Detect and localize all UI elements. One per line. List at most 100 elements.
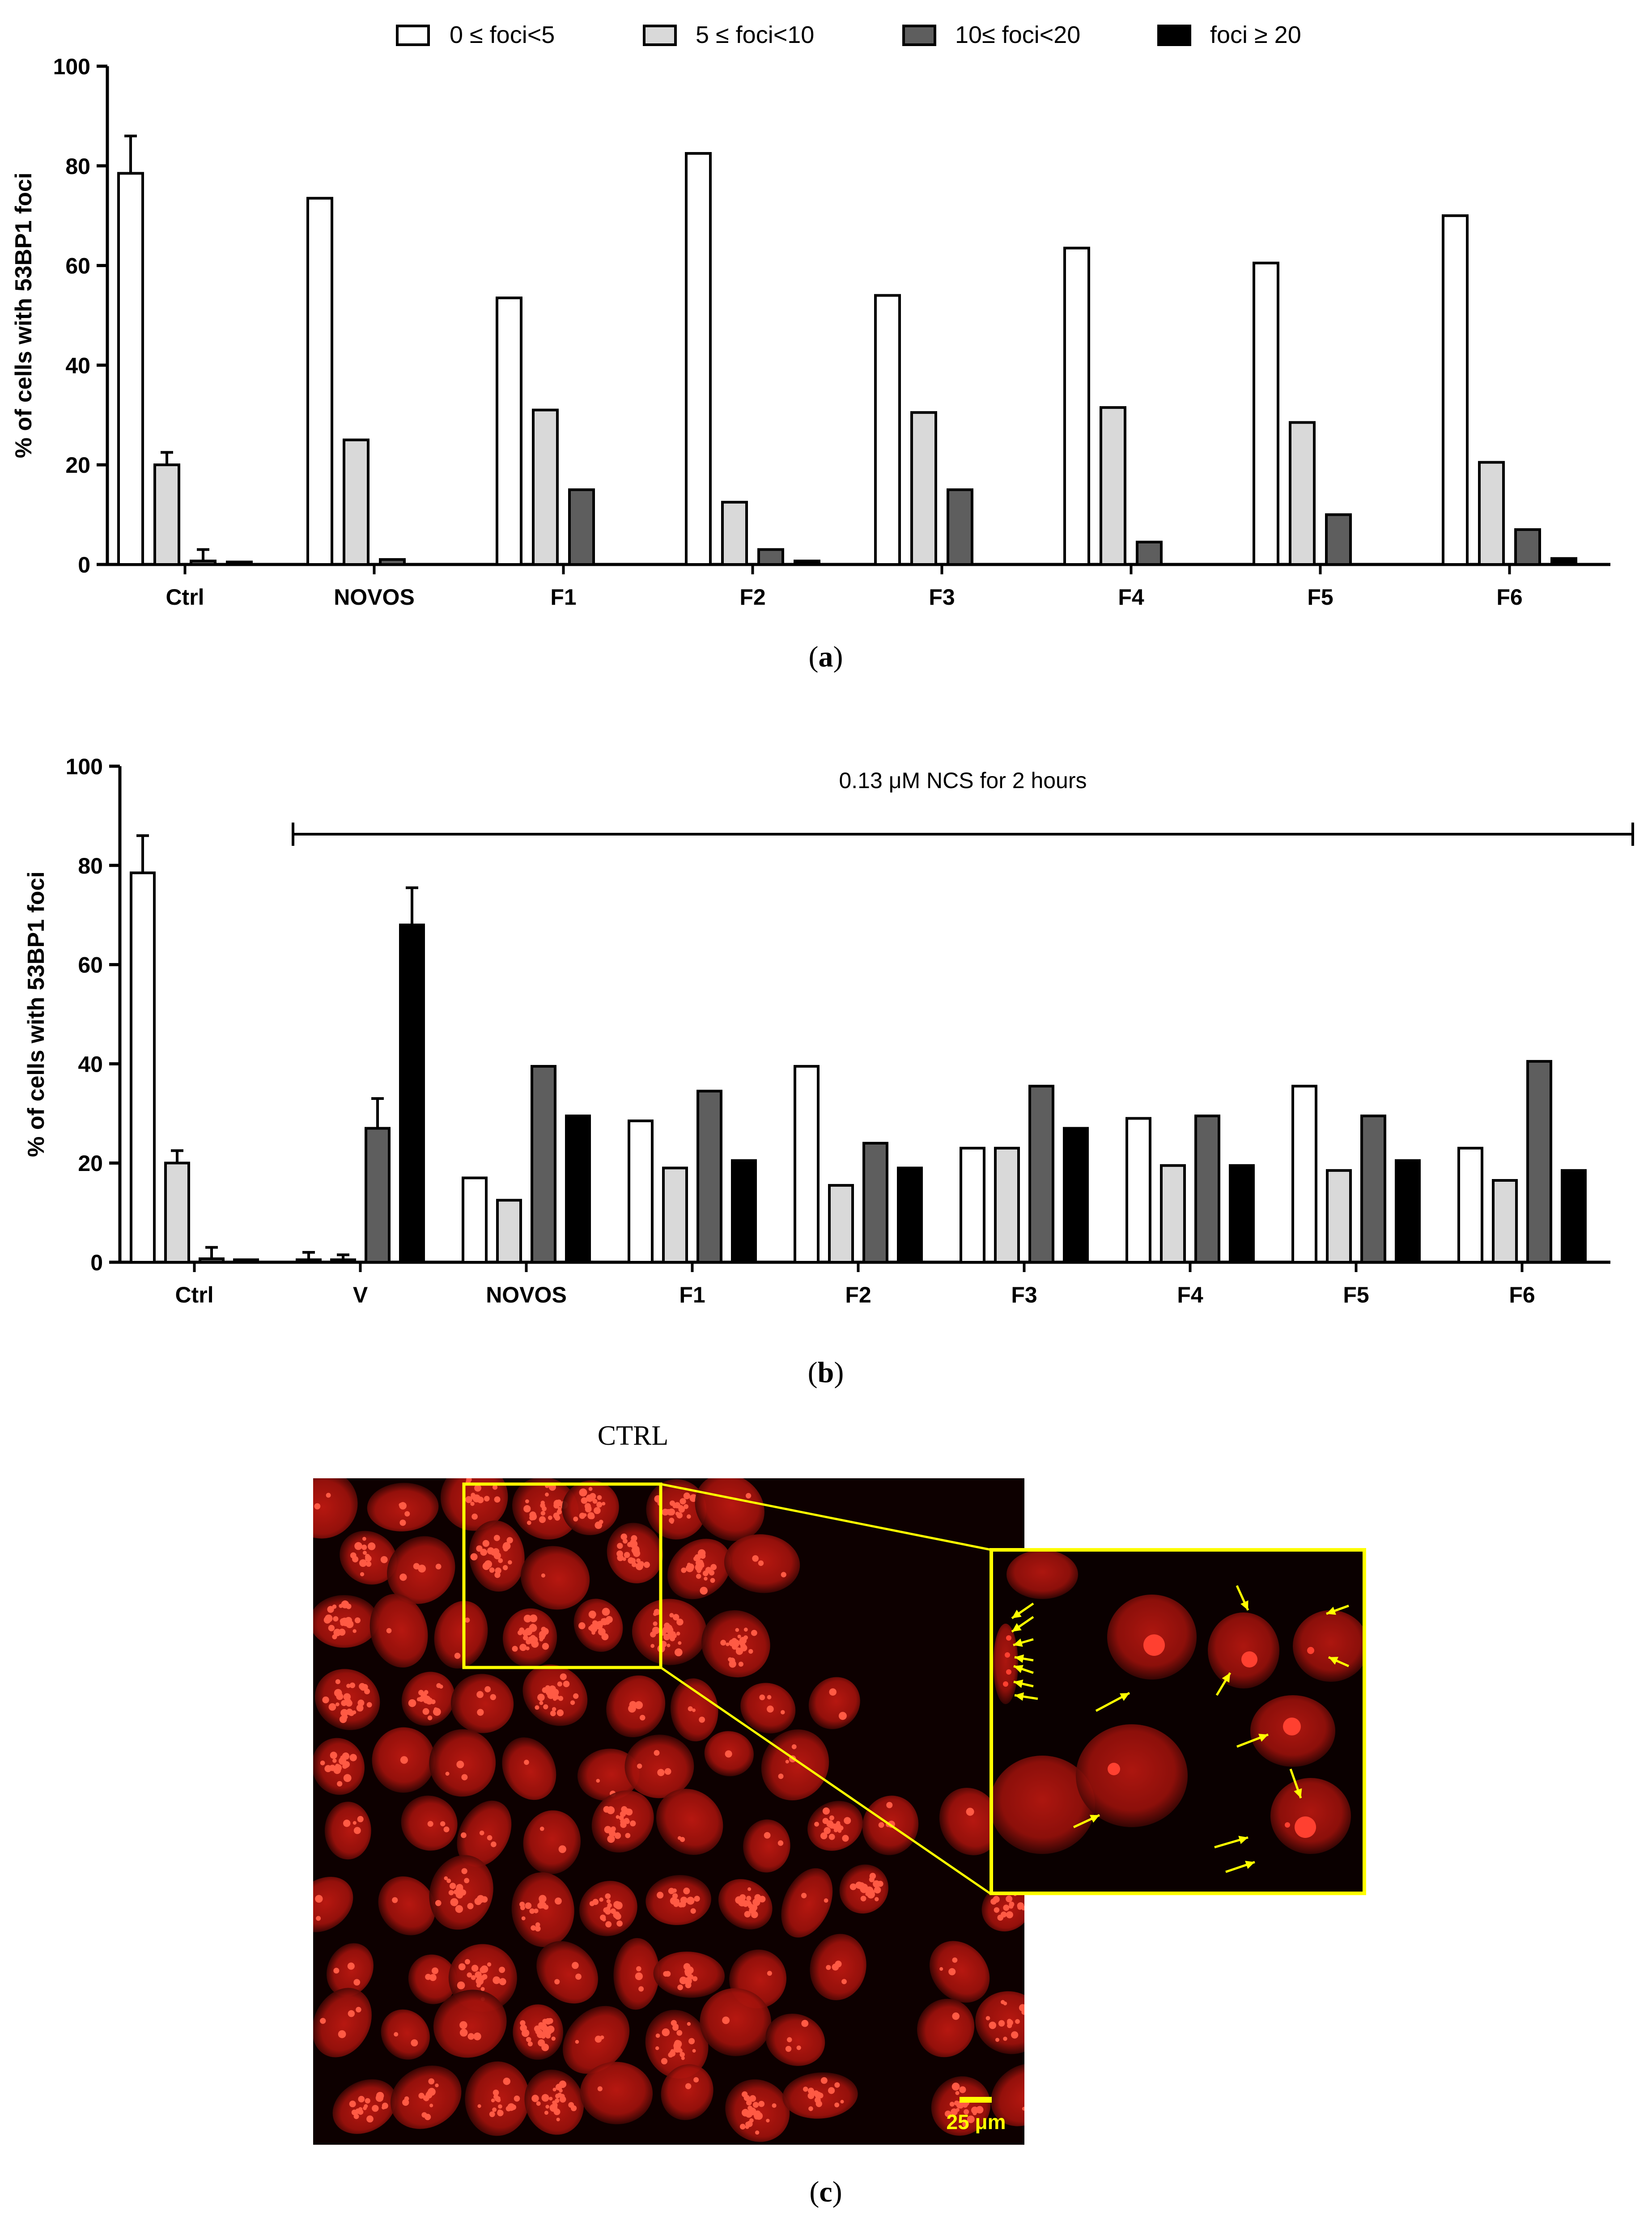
- inset-nucleus-0: [1006, 1551, 1078, 1599]
- inset-nucleus-4: [1250, 1695, 1335, 1767]
- chart-b-bar-f1-s2: [696, 1090, 722, 1264]
- chart-b-bar-f4-s1: [1160, 1164, 1186, 1264]
- cell-nucleus-22: [401, 1671, 455, 1726]
- chart-b-ylabel: % of cells with 53BP1 foci: [23, 871, 49, 1157]
- legend-item-0: 0 ≤ foci<5: [396, 21, 555, 48]
- chart-b-bar-novos-s0: [462, 1176, 488, 1264]
- chart-b-bar-ctrl-s2: [199, 1257, 225, 1264]
- chart-a-bar-f6-s2: [1514, 528, 1541, 566]
- chart-b-ytick-label-4: 80: [78, 853, 103, 878]
- cell-nucleus-44: [743, 1819, 790, 1873]
- chart-a-ytick-label-1: 20: [65, 453, 90, 478]
- cell-nucleus-52: [579, 1881, 637, 1936]
- chart-a-bar-f6-s0: [1442, 214, 1469, 566]
- chart-b-panel-label: (b): [808, 1356, 844, 1389]
- cell-nucleus-3: [512, 1478, 579, 1540]
- chart-b-bar-ctrl-s0: [130, 871, 156, 1264]
- cell-nucleus-57: [981, 1883, 1024, 1932]
- cell-nucleus-69: [433, 1990, 507, 2058]
- cell-nucleus-63: [653, 1951, 725, 1998]
- cell-nucleus-25: [606, 1675, 666, 1738]
- micrograph-title: CTRL: [598, 1421, 668, 1451]
- cell-nucleus-79: [465, 2061, 530, 2136]
- zoom-box: [462, 1482, 662, 1669]
- cell-nucleus-32: [429, 1729, 496, 1797]
- chart-a-xtick-label-2: F1: [550, 585, 576, 610]
- chart-a-bar-f1-s0: [496, 297, 522, 566]
- cell-nucleus-71: [563, 2006, 630, 2074]
- micrograph-panel-label: (c): [809, 2176, 842, 2208]
- cell-nucleus-16: [434, 1601, 488, 1669]
- cell-nucleus-38: [324, 1802, 371, 1860]
- legend-item-3: foci ≥ 20: [1157, 21, 1301, 48]
- chart-b-bar-v-s3: [399, 923, 425, 1264]
- scale-bar: [960, 2097, 992, 2103]
- micrograph: CTRL 25 μm: [313, 1421, 1366, 2145]
- cell-nucleus-10: [520, 1546, 590, 1610]
- cell-nucleus-75: [917, 1998, 975, 2058]
- arrow-10: [1326, 1604, 1349, 1615]
- chart-a-bar-f1-s1: [532, 408, 559, 566]
- cell-nucleus-67: [313, 1988, 372, 2058]
- inset-nucleus-2: [1208, 1612, 1279, 1688]
- chart-a-bar-f5-s2: [1325, 513, 1352, 566]
- chart-a-bar-f6-s1: [1478, 461, 1505, 566]
- chart-b-bar-f1-s3: [731, 1159, 757, 1264]
- chart-b-bar-f6-s1: [1492, 1179, 1518, 1264]
- chart-b-bar-f3-s0: [960, 1146, 985, 1264]
- chart-b-ytick-label-0: 0: [90, 1250, 103, 1275]
- legend-label-2: 10≤ foci<20: [955, 21, 1080, 48]
- cell-nucleus-84: [782, 2072, 858, 2119]
- cell-nucleus-78: [390, 2066, 462, 2129]
- arrow-16: [1225, 1861, 1255, 1873]
- chart-b-bar-f4-s2: [1194, 1114, 1220, 1264]
- chart-b-bar-novos-s1: [496, 1199, 522, 1264]
- chart-b-bar-f1-s1: [662, 1167, 688, 1264]
- chart-b-bar-novos-s3: [565, 1114, 591, 1264]
- chart-b-xtick-label-5: F3: [1011, 1282, 1037, 1307]
- cell-nucleus-48: [313, 1876, 353, 1932]
- chart-a-bar-f3-s1: [910, 411, 937, 566]
- cell-nucleus-86: [990, 2063, 1024, 2126]
- chart-b-bar-f2-s1: [828, 1184, 854, 1264]
- cell-nucleus-39: [401, 1795, 458, 1851]
- chart-b-bar-f4-s3: [1229, 1164, 1255, 1264]
- chart-b-bar-f5-s1: [1326, 1169, 1352, 1264]
- chart-b-xtick-label-1: V: [353, 1282, 368, 1307]
- chart-b-bar-ctrl-s1: [164, 1162, 190, 1264]
- cell-nucleus-41: [523, 1810, 581, 1875]
- chart-a-bar-f4-s1: [1100, 406, 1126, 566]
- cell-nucleus-28: [808, 1677, 860, 1729]
- cell-nucleus-81: [580, 2062, 653, 2125]
- cell-nucleus-77: [332, 2079, 397, 2134]
- legend-label-3: foci ≥ 20: [1210, 21, 1301, 48]
- chart-a-bar-novos-s2: [379, 558, 406, 566]
- arrow-9: [1215, 1672, 1232, 1696]
- chart-b-ytick-label-5: 100: [66, 754, 103, 779]
- cell-nucleus-42: [591, 1790, 654, 1853]
- arrow-14: [1289, 1769, 1302, 1799]
- chart-b-bar-f5-s2: [1360, 1114, 1386, 1264]
- arrow-15: [1214, 1836, 1249, 1849]
- cell-nucleus-73: [700, 1988, 772, 2056]
- chart-b-annotation: 0.13 μM NCS for 2 hours: [839, 768, 1087, 793]
- arrow-13: [1073, 1814, 1100, 1828]
- inset-nucleus-7: [1270, 1778, 1351, 1854]
- arrow-6: [1014, 1692, 1038, 1701]
- chart-a-bar-ctrl-s3: [226, 560, 253, 566]
- legend-item-2: 10≤ foci<20: [902, 21, 1080, 48]
- chart-a-xtick-label-3: F2: [739, 585, 765, 610]
- cell-nucleus-14: [313, 1595, 379, 1648]
- cell-nucleus-23: [450, 1674, 514, 1733]
- cell-nucleus-85: [931, 2076, 991, 2136]
- chart-a-bar-f1-s2: [568, 488, 595, 566]
- chart-b-xtick-label-0: Ctrl: [175, 1282, 213, 1307]
- arrow-12: [1236, 1733, 1269, 1748]
- chart-a-bar-f3-s0: [874, 294, 901, 566]
- chart-a-bar-novos-s1: [343, 438, 369, 566]
- chart-b-bar-f4-s0: [1125, 1117, 1151, 1264]
- chart-a: 0 20 40 60 80 100 % of cells with 53BP1 foci Ct…: [11, 54, 1610, 610]
- cell-nucleus-83: [725, 2079, 790, 2142]
- chart-a-bar-ctrl-s1: [153, 463, 180, 566]
